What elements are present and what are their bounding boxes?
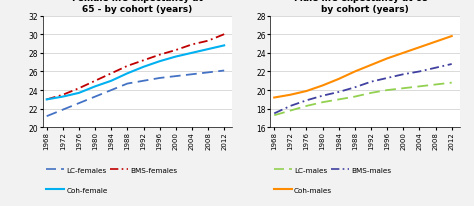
Title: Male life expectancy at 65 -
by cohort (years): Male life expectancy at 65 - by cohort (… <box>294 0 436 14</box>
Legend: Coh-female: Coh-female <box>46 187 108 193</box>
Title: Female life expectancy at
65 - by cohort (years): Female life expectancy at 65 - by cohort… <box>72 0 203 14</box>
Legend: Coh-males: Coh-males <box>274 187 332 193</box>
